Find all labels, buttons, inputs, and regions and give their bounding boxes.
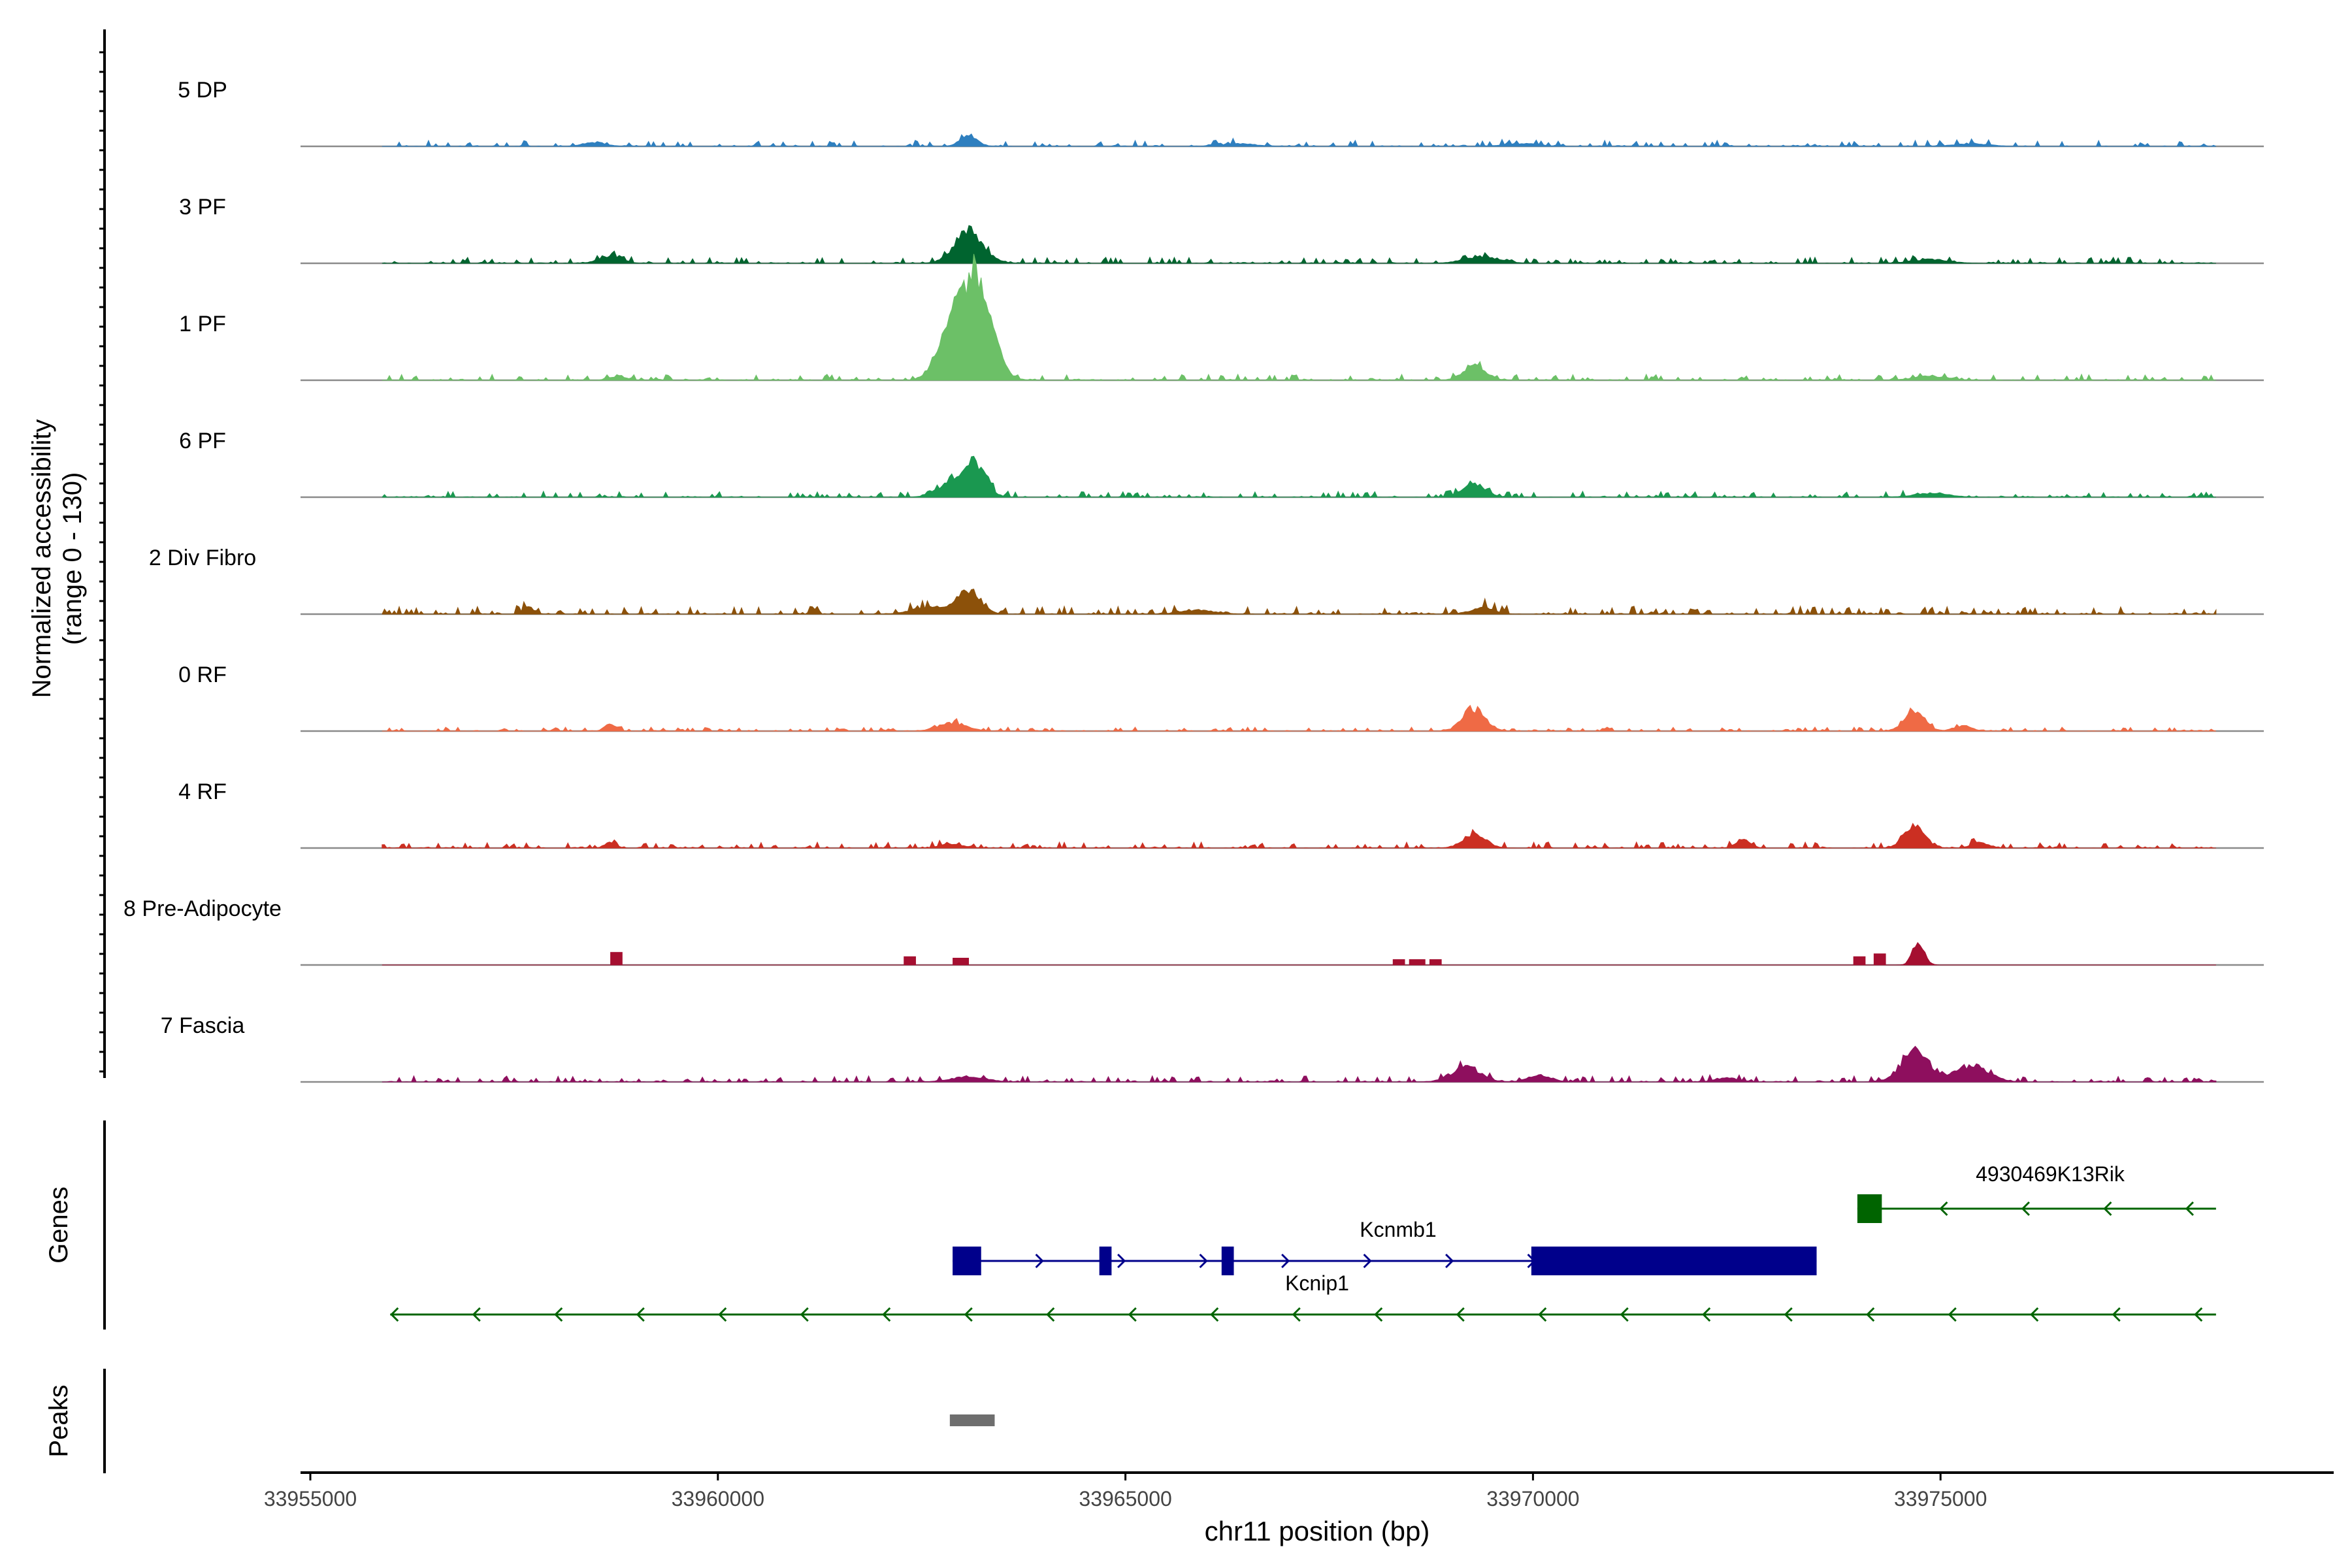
strand-arrow bbox=[1784, 1307, 1793, 1322]
strand-arrow bbox=[800, 1307, 809, 1322]
x-axis-ticks: 33955000 33960000 33965000 33970000 33975000 bbox=[264, 1473, 1987, 1511]
strand-arrow bbox=[1363, 1253, 1372, 1269]
strand-arrow bbox=[2021, 1201, 2030, 1217]
strand-arrow bbox=[1046, 1307, 1055, 1322]
track-block bbox=[953, 958, 970, 965]
track-label: 2 Div Fibro bbox=[149, 546, 256, 570]
strand-arrow bbox=[1948, 1307, 1957, 1322]
track-4-rf: 4 RF bbox=[178, 779, 2264, 849]
accessibility-tracks: 5 DP 3 PF 1 PF 6 PF 2 Div Fibro 0 RF 4 RF 8 Pre… bbox=[123, 78, 2264, 1083]
strand-arrow bbox=[1199, 1253, 1208, 1269]
strand-arrow bbox=[964, 1307, 973, 1322]
track-5-dp: 5 DP bbox=[178, 78, 2264, 148]
track-block bbox=[610, 952, 623, 965]
y-axis-label-line2: (range 0 - 130) bbox=[58, 472, 87, 645]
exon bbox=[1531, 1247, 1817, 1275]
track-0-rf: 0 RF bbox=[178, 662, 2264, 732]
track-3-pf: 3 PF bbox=[179, 195, 2264, 265]
strand-arrow bbox=[1939, 1201, 1948, 1217]
strand-arrow bbox=[2103, 1201, 2112, 1217]
gene-label: 4930469K13Rik bbox=[1976, 1162, 2125, 1186]
track-label: 7 Fascia bbox=[161, 1013, 245, 1038]
gene-label: Kcnmb1 bbox=[1360, 1218, 1436, 1241]
track-label: 5 DP bbox=[178, 78, 227, 103]
gene-4930469k13rik: 4930469K13Rik bbox=[1857, 1162, 2216, 1223]
x-tick-label: 33960000 bbox=[672, 1487, 764, 1511]
track-label: 8 Pre-Adipocyte bbox=[123, 896, 282, 921]
exon bbox=[1857, 1194, 1882, 1223]
x-tick-label: 33970000 bbox=[1486, 1487, 1579, 1511]
strand-arrow bbox=[1292, 1307, 1301, 1322]
track-signal bbox=[382, 253, 2216, 382]
strand-arrow bbox=[1035, 1253, 1044, 1269]
track-signal bbox=[382, 455, 2216, 498]
exon bbox=[953, 1247, 981, 1275]
strand-arrow bbox=[1374, 1307, 1383, 1322]
x-tick-label: 33965000 bbox=[1079, 1487, 1171, 1511]
gene-kcnmb1: Kcnmb1 bbox=[953, 1218, 1817, 1275]
track-signal bbox=[382, 823, 2216, 849]
y-axis-ticks bbox=[99, 51, 105, 1073]
strand-arrow bbox=[1620, 1307, 1629, 1322]
track-label: 4 RF bbox=[178, 779, 227, 804]
exon bbox=[1099, 1247, 1112, 1275]
track-block bbox=[1429, 959, 1442, 965]
track-1-pf: 1 PF bbox=[179, 253, 2264, 382]
track-block bbox=[904, 956, 916, 965]
strand-arrow bbox=[636, 1307, 645, 1322]
peaks-label: Peaks bbox=[44, 1384, 73, 1457]
genes-label: Genes bbox=[44, 1186, 73, 1264]
strand-arrow bbox=[718, 1307, 727, 1322]
track-2-div-fibro: 2 Div Fibro bbox=[149, 546, 2264, 615]
x-axis-label: chr11 position (bp) bbox=[1205, 1516, 1430, 1546]
gene-kcnip1: Kcnip1 bbox=[390, 1271, 2216, 1322]
track-label: 3 PF bbox=[179, 195, 226, 220]
track-label: 0 RF bbox=[178, 662, 227, 687]
strand-arrow bbox=[1117, 1253, 1126, 1269]
track-signal bbox=[382, 704, 2217, 732]
track-signal bbox=[382, 133, 2217, 148]
gene-label: Kcnip1 bbox=[1285, 1271, 1349, 1295]
strand-arrow bbox=[1538, 1307, 1547, 1322]
track-signal bbox=[382, 589, 2217, 615]
y-axis-label-line1: Normalized accessibility bbox=[27, 419, 56, 698]
strand-arrow bbox=[1281, 1253, 1290, 1269]
track-8-pre-adipocyte: 8 Pre-Adipocyte bbox=[123, 896, 2264, 966]
track-signal bbox=[382, 225, 2216, 265]
x-tick-label: 33975000 bbox=[1894, 1487, 1987, 1511]
strand-arrow bbox=[2185, 1201, 2194, 1217]
exon bbox=[1221, 1247, 1234, 1275]
strand-arrow bbox=[472, 1307, 481, 1322]
track-block bbox=[1853, 956, 1866, 965]
gene-annotations: 4930469K13Rik Kcnmb1 Kcnip1 bbox=[390, 1162, 2216, 1322]
strand-arrow bbox=[2030, 1307, 2039, 1322]
strand-arrow bbox=[1456, 1307, 1465, 1322]
track-block bbox=[1873, 953, 1886, 965]
strand-arrow bbox=[1445, 1253, 1454, 1269]
track-signal bbox=[382, 1045, 2217, 1083]
track-6-pf: 6 PF bbox=[179, 429, 2264, 498]
strand-arrow bbox=[882, 1307, 891, 1322]
track-7-fascia: 7 Fascia bbox=[161, 1013, 2264, 1083]
x-tick-label: 33955000 bbox=[264, 1487, 357, 1511]
track-block bbox=[1409, 959, 1426, 965]
strand-arrow bbox=[1702, 1307, 1711, 1322]
strand-arrow bbox=[1128, 1307, 1137, 1322]
peak-bar bbox=[949, 1414, 995, 1426]
track-label: 6 PF bbox=[179, 429, 226, 453]
track-block bbox=[1392, 959, 1405, 965]
strand-arrow bbox=[1210, 1307, 1219, 1322]
strand-arrow bbox=[2194, 1307, 2203, 1322]
peak-regions bbox=[949, 1414, 995, 1426]
strand-arrow bbox=[1866, 1307, 1875, 1322]
track-label: 1 PF bbox=[179, 312, 226, 336]
strand-arrow bbox=[554, 1307, 563, 1322]
strand-arrow bbox=[2112, 1307, 2121, 1322]
strand-arrow bbox=[390, 1307, 399, 1322]
track-signal bbox=[382, 941, 2216, 966]
